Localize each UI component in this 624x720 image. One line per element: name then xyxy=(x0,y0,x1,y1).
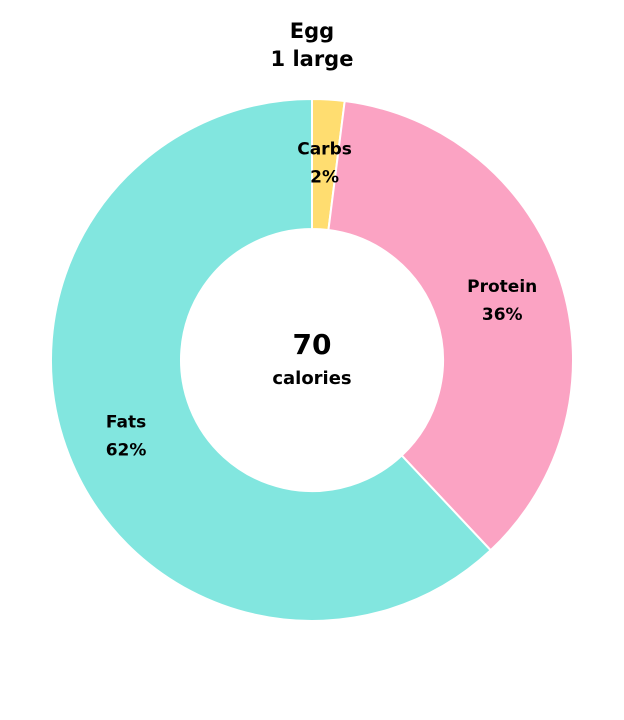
slice-label-carbs: Carbs xyxy=(297,139,352,159)
calorie-count: 70 xyxy=(293,328,332,361)
calorie-unit: calories xyxy=(272,368,351,389)
slice-percent-carbs: 2% xyxy=(310,167,339,187)
chart-title-serving: 1 large xyxy=(271,47,354,71)
donut-slices xyxy=(50,97,574,622)
chart-title-food: Egg xyxy=(290,19,334,43)
slice-label-protein: Protein xyxy=(467,277,537,297)
donut-slice-labels: Carbs 2% Protein 36% Fats 62% xyxy=(106,139,538,460)
slice-label-fats: Fats xyxy=(106,413,146,433)
slice-protein xyxy=(327,99,574,552)
slice-fats xyxy=(50,97,493,622)
slice-percent-fats: 62% xyxy=(106,441,147,461)
slice-percent-protein: 36% xyxy=(482,305,523,325)
